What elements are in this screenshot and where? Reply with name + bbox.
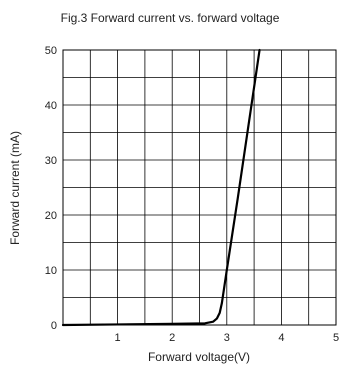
axes bbox=[62, 49, 337, 326]
y-tick-label: 40 bbox=[45, 100, 57, 112]
chart-title: Fig.3 Forward current vs. forward voltag… bbox=[61, 11, 280, 25]
y-tick-label: 0 bbox=[51, 320, 57, 332]
x-tick-label: 5 bbox=[333, 332, 339, 344]
x-axis-label: Forward voltage(V) bbox=[148, 350, 250, 364]
y-axis-label: Forward current (mA) bbox=[8, 131, 22, 245]
x-tick-label: 2 bbox=[169, 332, 175, 344]
y-tick-label: 50 bbox=[45, 45, 57, 57]
y-tick-label: 20 bbox=[45, 210, 57, 222]
y-tick-label: 10 bbox=[45, 265, 57, 277]
x-tick-labels: 1 2 3 4 5 bbox=[115, 332, 339, 344]
series bbox=[61, 48, 261, 327]
plot-frame bbox=[62, 49, 337, 326]
y-tick-labels: 0 10 20 30 40 50 bbox=[45, 45, 57, 332]
x-tick-label: 1 bbox=[115, 332, 121, 344]
x-tick-label: 3 bbox=[224, 332, 230, 344]
x-tick-label: 4 bbox=[278, 332, 284, 344]
series-line bbox=[61, 48, 261, 327]
y-tick-label: 30 bbox=[45, 155, 57, 167]
grid bbox=[63, 50, 336, 325]
